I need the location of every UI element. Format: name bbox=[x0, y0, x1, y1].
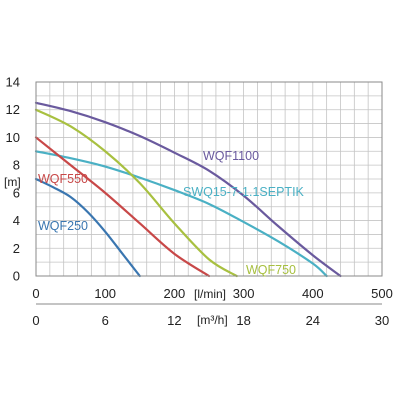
series-label-wqf1100: WQF1100 bbox=[203, 149, 259, 163]
x-tick-label-primary: 0 bbox=[32, 286, 39, 301]
series-label-wqf250: WQF250 bbox=[38, 219, 88, 233]
series-labels: WQF1100 SWQ15-7-1.1SEPTIK WQF750 WQF550 WQF2… bbox=[38, 149, 305, 277]
y-tick-label: 4 bbox=[13, 213, 20, 228]
x-tick-label-secondary: 0 bbox=[32, 313, 39, 328]
x-axis-label-primary: [l/min] bbox=[194, 287, 226, 301]
x-tick-label-primary: 300 bbox=[233, 286, 255, 301]
series-line-wqf1100 bbox=[34, 101, 342, 278]
y-tick-label: 14 bbox=[6, 75, 20, 90]
x-axis-label-secondary: [m³/h] bbox=[197, 313, 228, 327]
series-line-swq15-7-1-1septik bbox=[34, 150, 328, 278]
x-tick-label-primary: 200 bbox=[164, 286, 186, 301]
series-curves bbox=[34, 101, 342, 278]
y-tick-label: 2 bbox=[13, 241, 20, 256]
series-label-wqf550: WQF550 bbox=[38, 172, 88, 186]
grid bbox=[35, 81, 383, 277]
series-line-wqf550 bbox=[34, 136, 211, 278]
y-tick-label: 12 bbox=[6, 102, 20, 117]
x-tick-label-secondary: 24 bbox=[306, 313, 320, 328]
series-label-swq15-7-1-1septik: SWQ15-7-1.1SEPTIK bbox=[183, 185, 305, 199]
plot-frame bbox=[35, 81, 383, 277]
x-tick-label-secondary: 18 bbox=[236, 313, 250, 328]
y-tick-label: 10 bbox=[6, 130, 20, 145]
x-tick-label-secondary: 12 bbox=[167, 313, 181, 328]
series-line-wqf750 bbox=[34, 108, 238, 278]
x-tick-label-primary: 100 bbox=[94, 286, 116, 301]
x-tick-label-secondary: 30 bbox=[375, 313, 389, 328]
y-tick-label: 0 bbox=[13, 269, 20, 284]
series-label-wqf750: WQF750 bbox=[246, 263, 296, 277]
y-tick-label: 8 bbox=[13, 158, 20, 173]
x-tick-label-secondary: 6 bbox=[102, 313, 109, 328]
x-tick-label-primary: 400 bbox=[302, 286, 324, 301]
y-axis-label: [m] bbox=[4, 175, 21, 189]
y-tick-label: 6 bbox=[13, 185, 20, 200]
series-line-wqf250 bbox=[34, 177, 141, 278]
x-tick-label-primary: 500 bbox=[371, 286, 393, 301]
